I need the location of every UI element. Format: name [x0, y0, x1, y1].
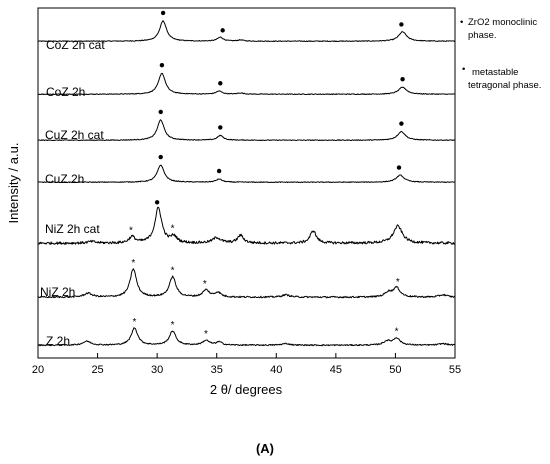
monoclinic-star-marker: * [129, 226, 133, 237]
series-label-7: Z 2h [46, 334, 70, 348]
legend-text-tetragonal-2: tetragonal phase. [468, 80, 541, 91]
series-label-6: NiZ 2h [40, 285, 75, 299]
x-tick-label: 40 [270, 364, 282, 376]
series-label-3: CuZ 2h cat [45, 128, 104, 142]
tetragonal-dot-marker [158, 109, 163, 115]
monoclinic-star-marker: * [133, 317, 137, 328]
tetragonal-dot-marker [160, 10, 166, 16]
y-axis-title: Intensity / a.u. [6, 143, 21, 224]
monoclinic-star-marker: * [131, 258, 135, 269]
legend-symbol-tetragonal: • [462, 64, 465, 75]
plot-frame [37, 7, 456, 359]
series-labels: CoZ 2h cat CoZ 2h CuZ 2h cat CuZ 2h NiZ 2h c… [40, 38, 105, 348]
series-trace-1 [37, 20, 456, 43]
series-label-2: CoZ 2h [46, 85, 85, 99]
tetragonal-dot-marker [218, 81, 223, 86]
tetragonal-dot-marker [159, 62, 165, 68]
x-tick-label: 20 [32, 364, 44, 376]
series-trace-5 [37, 206, 456, 245]
tetragonal-dot-marker [220, 28, 225, 33]
x-tick-label: 35 [211, 364, 223, 376]
tetragonal-dot-marker [399, 121, 404, 126]
legend: • ZrO2 monoclinic phase. • metastable te… [460, 17, 541, 91]
series-label-5: NiZ 2h cat [45, 222, 100, 236]
x-tick-label: 45 [330, 364, 342, 376]
series-trace-2 [37, 72, 456, 96]
tetragonal-dot-marker [216, 168, 222, 174]
figure-caption: (A) [256, 441, 274, 456]
legend-text-monoclinic-2: phase. [468, 30, 497, 41]
x-tick-label: 30 [151, 364, 163, 376]
legend-text-monoclinic-1: ZrO2 monoclinic [468, 17, 537, 28]
series-label-4: CuZ 2h [45, 172, 84, 186]
x-tick-label: 25 [91, 364, 103, 376]
tetragonal-dot-marker [396, 165, 402, 170]
tetragonal-dot-marker [154, 200, 160, 205]
x-tick-label: 50 [389, 364, 401, 376]
tetragonal-dot-marker [158, 154, 163, 160]
monoclinic-star-marker: * [203, 279, 207, 290]
phase-markers: * * * * * * * * * * [129, 10, 405, 340]
series-trace-7 [37, 327, 456, 347]
tetragonal-dot-marker [400, 76, 405, 82]
series-trace-4 [37, 164, 456, 184]
series-trace-3 [37, 119, 456, 142]
x-axis-title: 2 θ/ degrees [210, 382, 283, 397]
x-tick-label: 55 [449, 364, 461, 376]
x-axis-ticks: 20 25 30 35 40 45 50 55 [32, 353, 461, 376]
monoclinic-star-marker: * [396, 277, 400, 288]
monoclinic-star-marker: * [171, 266, 175, 277]
tetragonal-dot-marker [399, 22, 404, 27]
legend-symbol-monoclinic: • [460, 17, 463, 28]
series-trace-6 [37, 268, 456, 299]
series-traces [37, 20, 456, 347]
monoclinic-star-marker: * [171, 224, 175, 235]
monoclinic-star-marker: * [204, 329, 208, 340]
monoclinic-star-marker: * [171, 320, 175, 331]
series-label-1: CoZ 2h cat [46, 38, 105, 52]
monoclinic-star-marker: * [395, 327, 399, 338]
tetragonal-dot-marker [218, 125, 223, 130]
legend-text-tetragonal-1: metastable [472, 67, 518, 78]
